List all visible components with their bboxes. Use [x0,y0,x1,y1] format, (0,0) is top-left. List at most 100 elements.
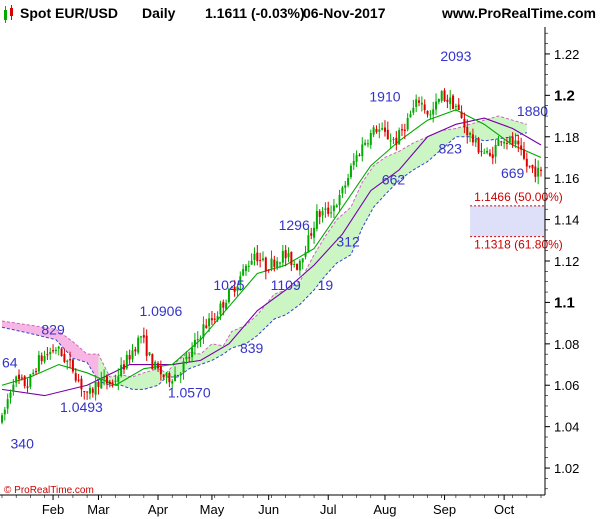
candle-body [18,374,21,380]
candle-body [477,138,480,153]
candle-body [159,366,162,375]
candle-body [488,152,491,156]
candle-body [239,276,242,285]
candle-body [12,384,15,392]
candle-body [290,251,293,266]
swing-annotation: 19 [318,277,334,293]
candle-body [103,377,106,379]
fib-level-label: 1.1318 (61.80%) [474,238,563,252]
candle-body [446,99,449,102]
swing-annotation: 312 [336,234,360,250]
candle-body [324,208,327,210]
candle-body [145,335,148,356]
candle-body [49,351,52,355]
candle-body [100,379,103,389]
candle-body [37,355,40,372]
candles [1,88,542,425]
candle-body [500,141,503,143]
swing-annotation: 839 [240,340,264,356]
candle-body [43,355,46,362]
candle-body [128,355,131,360]
candle-body [264,257,267,272]
x-tick-label: Mar [87,502,110,517]
x-tick-label: Feb [42,502,64,517]
candle-body [355,155,358,162]
candle-body [80,378,83,390]
candle-body [378,129,381,132]
candle-body [29,374,32,387]
candle-body [443,90,446,101]
candle-body [358,154,361,156]
candle-body [437,98,440,102]
candle-body [281,250,284,263]
candle-body [466,127,469,136]
candle-body [483,152,486,154]
candle-body [191,347,194,358]
cloud-bearish-area [2,321,99,382]
candle-body [426,110,429,115]
swing-annotation: 1.0570 [168,385,211,401]
candle-body [415,99,418,107]
candle-body [86,391,89,393]
candle-body [522,149,525,159]
candle-body [310,233,313,236]
candle-body [338,195,341,205]
candle-body [449,97,452,104]
candle-body [486,151,489,153]
candle-body [284,250,287,259]
candle-body [505,142,508,144]
candle-body [233,286,236,292]
candle-body [63,353,66,362]
candle-body [219,303,222,315]
candle-body [69,359,72,361]
candle-body [176,374,179,376]
fibonacci-levels: 1.1466 (50.00%) 1.1318 (61.80%) [470,190,563,252]
candle-body [35,371,38,373]
candle-body [142,335,145,338]
swing-annotation: 1025 [213,277,244,293]
candle-body [105,376,108,384]
header-bar [0,0,600,27]
candle-body [148,352,151,356]
x-tick-label: Aug [373,502,396,517]
candle-body [454,105,457,107]
candle-body [213,318,216,320]
candle-body [225,302,228,310]
candle-body [537,167,540,177]
candle-body [517,140,520,145]
quote-label: 1.1611 (-0.03%) [205,5,305,21]
cloud-span-b [1,132,527,390]
candle-body [40,355,43,362]
candle-body [540,169,542,171]
candle-body [514,140,517,145]
candle-body [418,100,421,103]
candle-body [57,346,60,349]
x-tick-label: Jul [320,502,337,517]
candle-body [392,138,395,140]
candle-body [279,262,282,264]
candle-body [134,349,137,352]
candle-body [457,104,460,111]
candle-body [332,205,335,212]
candle-body [210,318,213,321]
candle-body [74,373,77,381]
candle-body [94,381,97,395]
candle-body [230,287,233,289]
candle-body [406,117,409,130]
candle-body [236,286,239,291]
swing-annotation: 1109 [271,277,301,293]
candle-body [185,356,188,360]
candle-body [361,144,364,157]
candle-body [511,137,514,145]
candle-body [304,252,307,257]
candle-body [6,399,9,409]
candle-body [375,128,378,133]
candle-body [120,364,123,376]
candle-body [46,354,49,356]
y-tick-label: 1.12 [554,254,579,269]
candle-body [398,130,401,145]
candle-body [261,258,264,260]
candle-body [131,350,134,360]
y-tick-label: 1.18 [554,130,579,145]
